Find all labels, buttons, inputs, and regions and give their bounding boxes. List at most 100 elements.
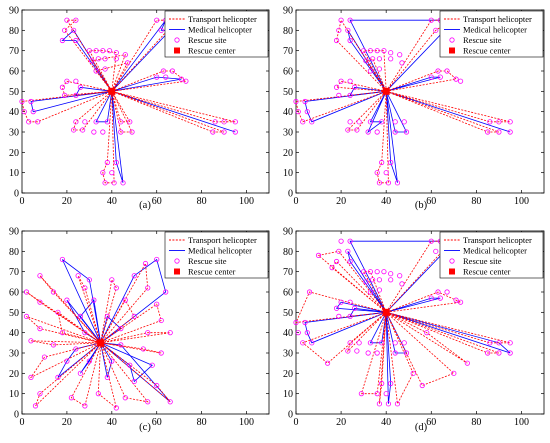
legend-label: Rescue site bbox=[188, 256, 227, 266]
transport-route bbox=[100, 303, 162, 344]
rescue-site-point bbox=[210, 129, 216, 135]
rescue-site-point bbox=[363, 58, 369, 64]
rescue-site-point bbox=[118, 325, 124, 332]
transport-route bbox=[386, 291, 463, 313]
transport-route bbox=[111, 90, 236, 123]
rescue-site-point bbox=[347, 313, 353, 319]
transport-route bbox=[347, 311, 387, 353]
rescue-site-point bbox=[392, 340, 398, 346]
legend-label: Medical helicopter bbox=[188, 25, 252, 35]
rescue-site-point bbox=[487, 119, 493, 125]
rescue-site-point bbox=[75, 273, 81, 279]
rescue-site-point bbox=[26, 119, 32, 125]
rescue-site-point bbox=[392, 129, 398, 135]
rescue-site-point bbox=[433, 248, 439, 254]
rescue-site-point bbox=[379, 340, 385, 346]
rescue-site-point bbox=[102, 66, 108, 72]
rescue-site-point bbox=[86, 358, 92, 364]
rescue-site-point bbox=[361, 269, 367, 275]
rescue-site-point bbox=[73, 92, 79, 99]
transport-route bbox=[336, 19, 387, 92]
rescue-site-point bbox=[167, 399, 173, 405]
legend-label: Rescue center bbox=[463, 46, 511, 56]
rescue-site-point bbox=[347, 258, 353, 265]
rescue-center-point bbox=[97, 339, 105, 347]
rescue-site-point bbox=[381, 269, 387, 275]
legend-label: Medical helicopter bbox=[463, 246, 527, 256]
rescue-site-point bbox=[104, 374, 110, 380]
rescue-site-point bbox=[383, 170, 389, 176]
rescue-site-point bbox=[37, 391, 43, 397]
y-tick-label: 0 bbox=[14, 410, 19, 421]
y-tick-label: 20 bbox=[9, 369, 19, 380]
rescue-site-point bbox=[149, 362, 155, 368]
rescue-site-point bbox=[306, 289, 313, 295]
rescue-site-point bbox=[102, 180, 108, 186]
rescue-site-point bbox=[80, 127, 86, 133]
transport-route bbox=[385, 19, 453, 92]
rescue-site-point bbox=[73, 78, 79, 84]
x-tick-label: 20 bbox=[62, 417, 72, 428]
rescue-site-point bbox=[131, 378, 137, 385]
rescue-site-point bbox=[91, 129, 97, 135]
medical-route bbox=[111, 91, 124, 183]
rescue-site-point bbox=[329, 264, 335, 271]
rescue-site-point bbox=[376, 277, 383, 283]
x-tick-label: 60 bbox=[152, 417, 162, 428]
rescue-site-point bbox=[347, 17, 353, 23]
rescue-site-point bbox=[95, 56, 101, 62]
rescue-site-point bbox=[28, 338, 34, 344]
rescue-site-point bbox=[100, 48, 106, 54]
rescue-site-point bbox=[82, 403, 88, 409]
transport-route bbox=[302, 311, 387, 364]
rescue-site-point bbox=[338, 17, 344, 23]
rescue-site-point bbox=[376, 401, 383, 407]
y-tick-label: 10 bbox=[9, 389, 19, 400]
rescue-site-point bbox=[232, 129, 238, 135]
rescue-site-point bbox=[221, 119, 227, 125]
rescue-site-point bbox=[71, 127, 77, 133]
rescue-site-point bbox=[50, 342, 57, 348]
rescue-site-point bbox=[154, 256, 160, 263]
x-tick-label: 40 bbox=[107, 417, 117, 428]
y-tick-label: 70 bbox=[9, 46, 19, 57]
subplot-c: 0 20 40 60 80 100 0 10 20 30 40 50 60 70 80 90 Transport… bbox=[9, 227, 270, 433]
rescue-site-point bbox=[178, 76, 185, 82]
rescue-site-point bbox=[394, 401, 401, 407]
medical-route bbox=[57, 342, 101, 378]
rescue-site-point bbox=[345, 127, 351, 133]
rescue-site-point bbox=[109, 277, 115, 283]
legend-label: Medical helicopter bbox=[463, 25, 527, 35]
transport-route bbox=[90, 54, 126, 92]
legend-site-swatch bbox=[449, 37, 455, 43]
rescue-site-point bbox=[129, 129, 135, 135]
rescue-site-point bbox=[59, 37, 66, 44]
rescue-site-point bbox=[89, 58, 95, 64]
rescue-site-point bbox=[347, 78, 353, 84]
rescue-site-point bbox=[124, 60, 131, 66]
y-tick-label: 10 bbox=[283, 389, 293, 400]
rescue-site-point bbox=[379, 159, 385, 166]
legend-label: Rescue center bbox=[188, 267, 236, 277]
rescue-site-point bbox=[399, 60, 405, 66]
rescue-site-point bbox=[59, 256, 66, 263]
rescue-site-point bbox=[374, 129, 380, 135]
rescue-site-point bbox=[496, 340, 502, 346]
rescue-site-point bbox=[394, 180, 401, 186]
rescue-site-point bbox=[82, 330, 88, 336]
transport-route bbox=[346, 91, 387, 131]
rescue-site-point bbox=[68, 395, 75, 401]
rescue-site-point bbox=[163, 74, 169, 80]
rescue-site-point bbox=[93, 68, 99, 74]
x-tick-label: 40 bbox=[107, 196, 117, 207]
rescue-site-point bbox=[451, 370, 457, 376]
legend-box bbox=[164, 231, 269, 279]
rescue-site-point bbox=[485, 129, 491, 135]
x-tick-label: 80 bbox=[197, 196, 207, 207]
transport-route bbox=[386, 70, 457, 92]
rescue-site-point bbox=[118, 342, 124, 348]
legend-label: Transport helicopter bbox=[463, 14, 532, 24]
rescue-center-point bbox=[382, 308, 390, 316]
